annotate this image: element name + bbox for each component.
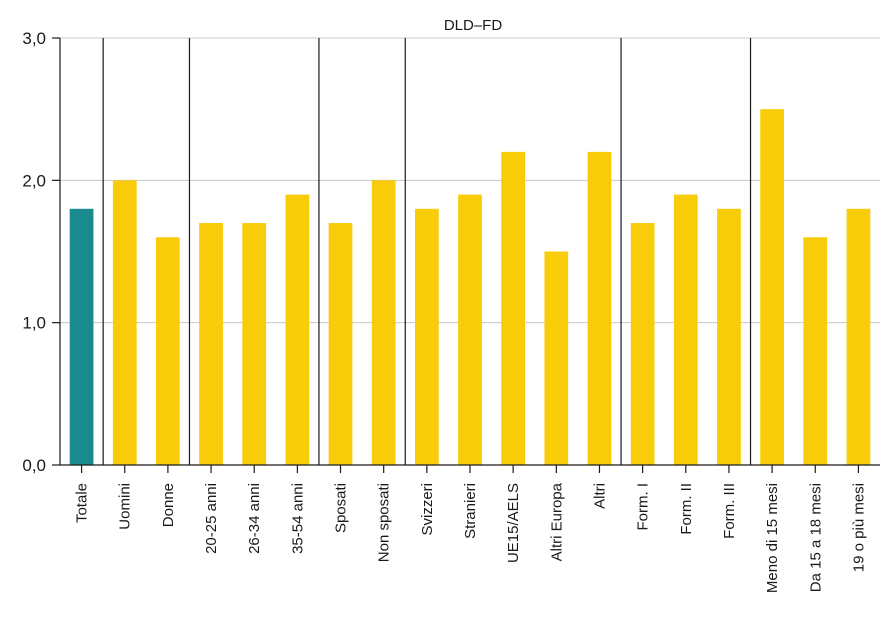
- category-label: Uomini: [117, 483, 134, 530]
- category-label: 19 o più mesi: [850, 483, 867, 572]
- category-label: Form. I: [635, 483, 652, 531]
- axes: [52, 37, 880, 473]
- category-label: UE15/AELS: [505, 483, 522, 563]
- y-tick-label: 0,0: [22, 456, 46, 475]
- category-label: 26-34 anni: [246, 483, 263, 554]
- category-label: Form. II: [678, 483, 695, 535]
- bar: [112, 180, 137, 466]
- bar: [458, 194, 482, 466]
- category-label: Sposati: [333, 483, 350, 533]
- bar: [285, 194, 310, 466]
- category-label: Svizzeri: [419, 483, 436, 536]
- y-tick-label: 3,0: [22, 29, 46, 48]
- bar: [544, 251, 569, 465]
- bar: [717, 208, 741, 466]
- bar: [156, 237, 180, 465]
- category-label: Form. III: [721, 483, 738, 539]
- bar: [371, 180, 396, 466]
- category-label: Non sposati: [376, 483, 393, 562]
- bars: [69, 109, 871, 466]
- y-tick-label: 2,0: [22, 171, 46, 190]
- category-label: Da 15 a 18 mesi: [807, 483, 824, 592]
- bar: [199, 223, 223, 465]
- category-label: Meno di 15 mesi: [764, 483, 781, 593]
- bar: [501, 151, 526, 465]
- category-label: 35-54 anni: [289, 483, 306, 554]
- category-label: Donne: [160, 483, 177, 527]
- category-label: 20-25 anni: [203, 483, 220, 554]
- category-label: Altri Europa: [548, 482, 565, 561]
- bar: [328, 223, 353, 465]
- bar: [414, 208, 439, 466]
- category-label: Stranieri: [462, 483, 479, 539]
- bar: [630, 223, 655, 465]
- category-label: Altri: [591, 483, 608, 509]
- bar: [242, 223, 267, 465]
- chart-title: DLD–FD: [444, 17, 503, 34]
- group-separators: [102, 38, 752, 465]
- bar: [760, 109, 784, 466]
- bar: [69, 208, 94, 466]
- category-label: Totale: [74, 483, 91, 523]
- bar: [587, 151, 612, 465]
- y-tick-labels: 0,0 1,0 2,0 3,0: [22, 29, 46, 475]
- bar: [673, 194, 698, 466]
- category-labels: Totale Uomini Donne 20-25 anni 26-34 anni 35-…: [74, 482, 868, 593]
- y-tick-label: 1,0: [22, 314, 46, 333]
- bar: [846, 208, 871, 466]
- bar: [803, 237, 828, 465]
